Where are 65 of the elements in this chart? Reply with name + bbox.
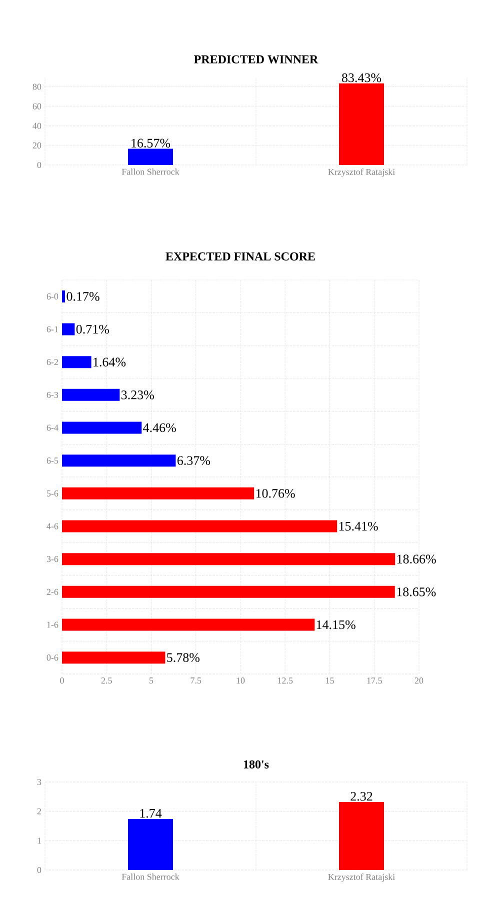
y-tick-label: 6-5: [46, 458, 58, 464]
y-tick-label: 2-6: [46, 588, 58, 595]
y-tick-label: 80: [32, 84, 42, 90]
data-label: 16.57%: [132, 138, 170, 148]
y-tick-label: 0: [37, 866, 42, 874]
y-tick-label: 5-6: [46, 490, 58, 496]
bar: [62, 618, 315, 631]
y-tick-label: 6-0: [46, 293, 58, 300]
y-tick-label: 0-6: [46, 654, 58, 661]
bar: [62, 422, 142, 434]
data-label: 15.41%: [339, 522, 378, 531]
data-label: 10.76%: [256, 489, 295, 498]
y-tick-label: 4-6: [46, 523, 58, 530]
y-tick-label: 20: [32, 142, 42, 148]
x-tick-label: 7.5: [190, 678, 202, 684]
y-tick-label: 40: [32, 122, 42, 129]
data-label: 0.71%: [76, 324, 110, 334]
y-tick-label: 60: [32, 103, 42, 110]
bar: [62, 323, 75, 336]
bar: [62, 290, 66, 302]
y-tick-label: 1: [38, 838, 41, 844]
bar: [62, 520, 338, 532]
x-tick-label: 20: [414, 678, 424, 684]
x-tick-label: 12.5: [278, 678, 293, 684]
x-tick-label: Krzysztof Ratajski: [328, 168, 395, 177]
data-label: 83.43%: [342, 73, 382, 82]
x-tick-label: 10: [236, 678, 245, 684]
data-label: 18.66%: [397, 554, 436, 564]
bar: [62, 388, 120, 401]
y-tick-label: 6-1: [46, 326, 58, 332]
data-label: 2.32: [350, 792, 372, 801]
data-label: 18.65%: [397, 588, 436, 596]
y-tick-label: 6-2: [46, 359, 58, 366]
x-tick-label: Fallon Sherrock: [122, 168, 180, 175]
y-tick-label: 1-6: [47, 622, 58, 628]
chart-title: EXPECTED FINAL SCORE: [166, 252, 315, 260]
y-tick-label: 3-6: [46, 556, 58, 562]
x-tick-label: 15: [326, 678, 334, 684]
x-tick-label: 0: [60, 678, 64, 684]
data-label: 14.15%: [316, 620, 356, 630]
y-tick-label: 6-4: [46, 424, 58, 431]
chart-title: PREDICTED WINNER: [194, 55, 318, 64]
chart-title: 180's: [244, 760, 269, 768]
data-label: 3.23%: [121, 390, 154, 400]
y-tick-label: 3: [37, 778, 42, 786]
bar: [62, 586, 395, 598]
data-label: 6.37%: [177, 456, 210, 466]
y-tick-label: 6-3: [46, 392, 58, 398]
data-label: 1.64%: [94, 358, 126, 367]
y-tick-label: 0: [37, 162, 42, 168]
bar: [62, 652, 166, 664]
x-tick-label: 2.5: [101, 678, 112, 684]
bar: [62, 553, 396, 566]
y-tick-label: 2: [37, 808, 41, 814]
x-tick-label: 17.5: [367, 678, 382, 684]
x-tick-label: Krzysztof Ratajski: [328, 874, 395, 882]
data-label: 4.46%: [143, 423, 176, 432]
bar: [62, 454, 176, 467]
x-tick-label: 5: [150, 678, 154, 684]
data-label: 0.17%: [66, 292, 100, 301]
data-label: 1.74: [140, 808, 162, 818]
x-tick-label: Fallon Sherrock: [122, 874, 180, 880]
data-label: 5.78%: [167, 653, 200, 662]
bar: [62, 487, 254, 500]
bar: [62, 356, 92, 368]
